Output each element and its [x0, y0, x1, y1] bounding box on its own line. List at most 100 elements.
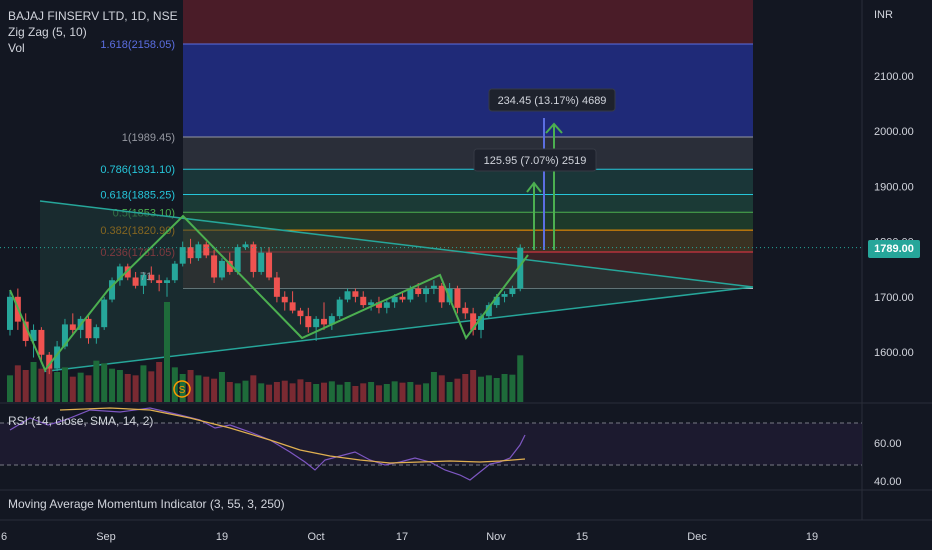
candle-body — [289, 302, 296, 311]
candle-body — [61, 324, 68, 347]
candle-body — [305, 316, 312, 328]
volume-bar — [368, 382, 375, 402]
candle-body — [156, 280, 163, 283]
candle-body — [164, 280, 170, 283]
volume-bar — [438, 375, 445, 402]
candle-body — [30, 329, 37, 341]
volume-bar — [54, 372, 61, 402]
triangle-lower-line — [39, 286, 754, 373]
candle-body — [218, 260, 225, 278]
volume-bar — [116, 370, 123, 402]
candle-body — [517, 247, 524, 289]
volume-bar — [344, 382, 351, 402]
candle-body — [203, 244, 210, 256]
volume-bar — [289, 383, 296, 402]
volume-bar — [242, 380, 249, 402]
candle-body — [509, 288, 516, 295]
candle-body — [493, 296, 500, 306]
time-tick-label: 15 — [576, 531, 588, 543]
candle-body — [462, 307, 469, 314]
partial-price-label: 71 — [140, 271, 152, 283]
price-tick-label: 2000.00 — [874, 126, 914, 138]
volume-bar — [297, 379, 304, 402]
mam-indicator-label[interactable]: Moving Average Momentum Indicator (3, 55… — [8, 497, 285, 511]
volume-bar — [156, 362, 163, 402]
candle-body — [313, 318, 320, 328]
candle-body — [407, 288, 414, 300]
candle-body — [195, 244, 202, 259]
candle-body — [101, 299, 108, 328]
volume-bar — [423, 383, 430, 402]
rsi-tick-label: 40.00 — [874, 476, 902, 488]
symbol-title: BAJAJ FINSERV LTD, 1D, NSE — [8, 9, 178, 23]
split-event-label: S — [179, 385, 186, 396]
zigzag-line — [9, 214, 529, 372]
time-tick-label: 17 — [396, 531, 408, 543]
volume-indicator-label[interactable]: Vol — [8, 41, 25, 55]
target2-box — [488, 88, 616, 112]
rsi-band — [0, 423, 862, 465]
candle-body — [375, 302, 382, 308]
fib-level-label: 1.618(2158.05) — [100, 39, 175, 51]
fib-zone — [183, 137, 753, 170]
volume-bar — [132, 375, 139, 402]
target1-arrowhead — [526, 181, 542, 193]
candle-body — [148, 274, 155, 281]
candle-body — [211, 255, 218, 278]
candle-body — [116, 266, 123, 281]
volume-bar — [281, 380, 288, 402]
volume-bar — [211, 378, 218, 402]
volume-bar — [140, 365, 147, 402]
candle-body — [85, 318, 92, 339]
volume-bar — [493, 378, 500, 402]
time-tick-label: Sep — [96, 531, 116, 543]
target2-label: 234.45 (13.17%) 4689 — [498, 95, 607, 107]
volume-bar — [22, 370, 29, 402]
triangle-upper-line — [39, 200, 754, 288]
volume-bar — [218, 372, 225, 402]
candle-body — [258, 252, 265, 272]
candle-body — [140, 274, 147, 286]
volume-bar — [226, 382, 233, 402]
volume-bar — [187, 370, 194, 402]
candle-body — [179, 247, 186, 264]
candle-body — [478, 316, 484, 330]
rsi-tick-label: 60.00 — [874, 438, 902, 450]
volume-bar — [85, 375, 92, 402]
zigzag-indicator-label[interactable]: Zig Zag (5, 10) — [8, 25, 87, 39]
volume-bar — [203, 376, 210, 402]
volume-bar — [336, 384, 343, 402]
fib-zone — [183, 169, 753, 195]
volume-bar — [391, 381, 398, 402]
fib-level-label: 1(1989.45) — [122, 132, 175, 144]
candle-body — [360, 296, 367, 306]
current-price-tag: 1789.00 — [868, 240, 920, 258]
volume-bar — [7, 375, 13, 402]
volume-bar — [101, 363, 108, 402]
candle-body — [446, 288, 453, 303]
volume-bar — [478, 376, 484, 402]
candle-body — [7, 296, 13, 330]
rsi-indicator-label[interactable]: RSI (14, close, SMA, 14, 2) — [8, 414, 154, 428]
volume-bar — [77, 372, 84, 402]
volume-bar — [352, 386, 359, 402]
candle-body — [321, 318, 327, 325]
price-tick-label: 1600.00 — [874, 347, 914, 359]
volume-bar — [321, 382, 327, 402]
price-tick-label: 2100.00 — [874, 71, 914, 83]
volume-bar — [328, 381, 335, 402]
candle-body — [93, 327, 100, 339]
candle-body — [336, 299, 343, 317]
fib-level-label: 0.618(1885.25) — [100, 190, 175, 202]
target1-label: 125.95 (7.07%) 2519 — [484, 155, 587, 167]
candle-body — [415, 288, 422, 295]
candle-body — [454, 288, 461, 308]
candle-body — [242, 244, 249, 248]
volume-bar — [195, 375, 202, 402]
volume-bar — [517, 355, 524, 402]
candle-body — [266, 252, 273, 278]
candle-body — [368, 302, 375, 306]
volume-bar — [383, 384, 390, 402]
time-tick-label: Dec — [687, 531, 707, 543]
